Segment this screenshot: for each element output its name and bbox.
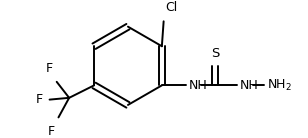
Text: NH: NH	[188, 79, 207, 92]
Text: F: F	[46, 62, 53, 75]
Text: F: F	[36, 93, 43, 106]
Text: F: F	[48, 124, 55, 138]
Text: Cl: Cl	[165, 1, 178, 14]
Text: S: S	[211, 47, 219, 60]
Text: NH: NH	[240, 79, 259, 92]
Text: NH$_2$: NH$_2$	[267, 78, 292, 93]
